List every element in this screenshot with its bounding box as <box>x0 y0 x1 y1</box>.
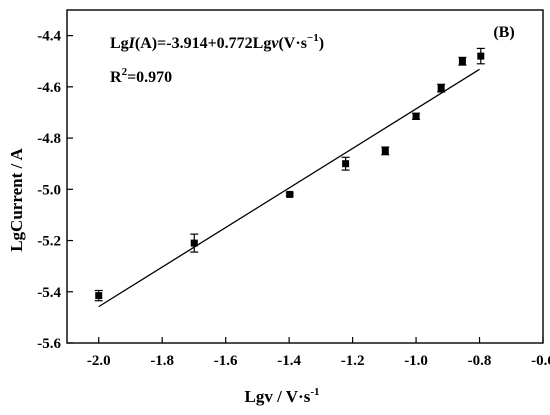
fit-line <box>98 68 480 308</box>
panel-label: (B) <box>493 24 514 41</box>
data-point <box>94 289 103 302</box>
x-tick-label: -1.6 <box>214 353 238 369</box>
x-tick-label: -2.0 <box>87 353 111 369</box>
data-point <box>476 47 485 65</box>
y-axis-ticks: -5.6 -5.4 -5.2 -5.0 -4.8 -4.6 -4.4 <box>37 29 73 352</box>
x-axis-ticks: -2.0 -1.8 -1.6 -1.4 -1.2 -1.0 -0.8 -0.6 <box>87 337 550 369</box>
x-tick-label: -1.8 <box>150 353 174 369</box>
square-marker <box>95 292 103 300</box>
fit-equation: LgI(A)=-3.914+0.772Lgv(V·s−1) <box>110 32 324 52</box>
y-tick-label: -4.8 <box>37 131 61 147</box>
data-point <box>341 156 350 171</box>
x-tick-label: -1.0 <box>404 353 428 369</box>
square-marker <box>412 112 420 120</box>
square-marker <box>477 52 485 60</box>
data-point <box>412 112 421 120</box>
data-point <box>190 233 199 253</box>
square-marker <box>458 57 466 65</box>
plot-frame <box>66 9 544 344</box>
y-tick-label: -5.0 <box>37 182 61 198</box>
x-axis-title: Lgv / V·s-1 <box>245 386 320 406</box>
x-tick-label: -1.4 <box>277 353 301 369</box>
square-marker <box>437 84 445 92</box>
data-point <box>458 56 467 66</box>
y-tick-label: -4.6 <box>37 80 61 96</box>
data-points <box>94 47 485 302</box>
data-point <box>437 83 446 93</box>
y-tick-label: -5.2 <box>37 234 61 250</box>
square-marker <box>342 160 350 168</box>
x-tick-label: -1.2 <box>341 353 365 369</box>
y-tick-label: -4.4 <box>37 29 61 45</box>
y-tick-label: -5.4 <box>37 285 61 301</box>
square-marker <box>381 147 389 155</box>
x-tick-label: -0.8 <box>468 353 492 369</box>
y-axis-title: LgCurrent / A <box>7 147 26 251</box>
data-point <box>381 146 390 156</box>
r-squared: R2=0.970 <box>110 66 172 86</box>
y-tick-label: -5.6 <box>37 336 61 352</box>
square-marker <box>286 190 294 198</box>
data-point <box>285 190 294 198</box>
x-tick-label: -0.6 <box>531 353 550 369</box>
square-marker <box>190 239 198 247</box>
